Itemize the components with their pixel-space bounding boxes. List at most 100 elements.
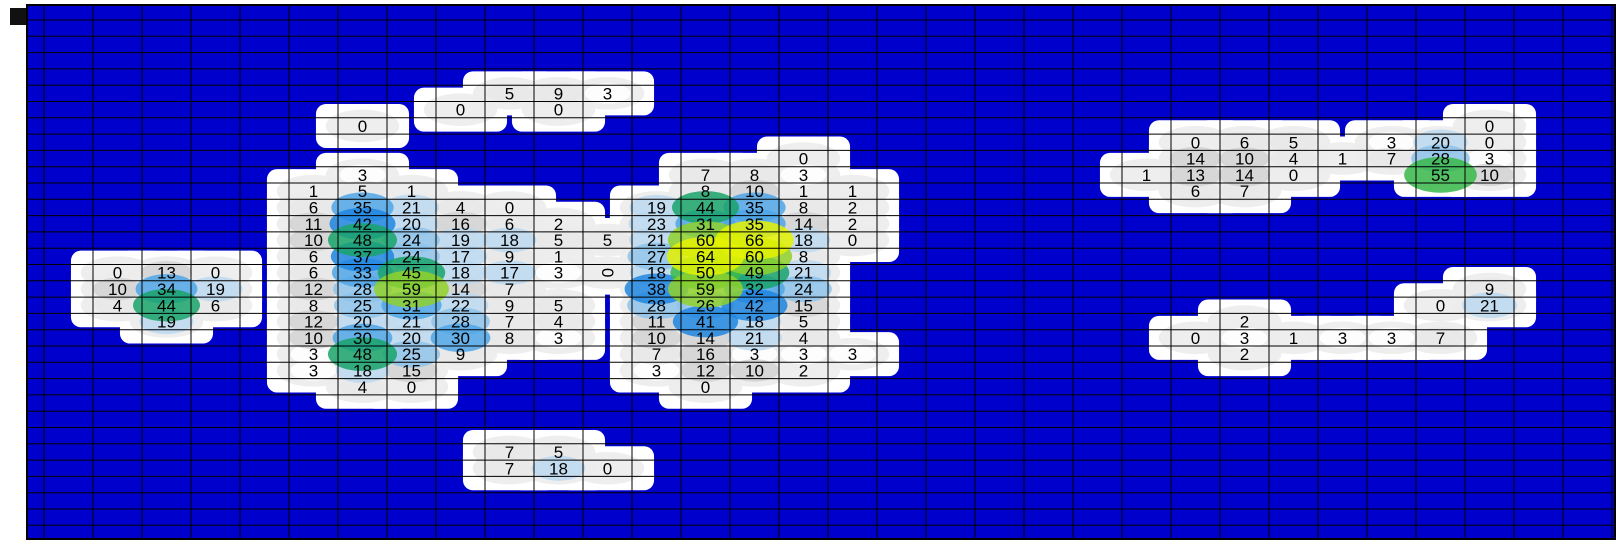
cell-value-label: 3 xyxy=(1485,150,1494,169)
cell-value-label: 5 xyxy=(554,443,563,462)
cell-value-label: 1 xyxy=(1289,329,1298,348)
cell-value-label: 48 xyxy=(353,231,372,250)
cell-value-label: 59 xyxy=(402,280,421,299)
cell-value-label: 28 xyxy=(1431,150,1450,169)
heat-mark xyxy=(485,441,534,463)
cell-value-label: 16 xyxy=(696,345,715,364)
cell-value-label: 3 xyxy=(309,345,318,364)
cell-value-label: 28 xyxy=(647,296,666,315)
cell-value-label: 44 xyxy=(157,296,176,315)
cell-value-label: 60 xyxy=(745,247,764,266)
heat-mark xyxy=(535,229,582,251)
heat-mark xyxy=(1461,292,1518,319)
heat-mark xyxy=(631,326,682,350)
cell-value-label: 32 xyxy=(745,280,764,299)
cell-value-label: 3 xyxy=(848,345,857,364)
corner-marker xyxy=(10,8,27,25)
cell-value-label: 21 xyxy=(402,198,421,217)
cell-value-label: 0 xyxy=(1436,296,1445,315)
heat-mark xyxy=(584,83,631,104)
heat-mark xyxy=(1221,327,1268,349)
heat-mark xyxy=(382,340,441,368)
cell-value-label: 6 xyxy=(505,215,514,234)
cell-value-label: 11 xyxy=(305,215,323,234)
cell-value-label: 12 xyxy=(304,313,323,332)
cell-value-label: 19 xyxy=(647,198,666,217)
cell-value-label: 17 xyxy=(451,247,470,266)
heat-mark xyxy=(485,310,534,333)
cell-value-label: 10 xyxy=(745,182,764,201)
heat-mark xyxy=(1219,147,1270,170)
heat-mark xyxy=(535,294,582,316)
cell-value-label: 10 xyxy=(304,231,323,250)
cell-value-label: 0 xyxy=(799,150,808,169)
heat-mark xyxy=(430,323,491,353)
cell-value-label: 7 xyxy=(505,313,514,332)
cell-value-label: 0 xyxy=(358,117,367,136)
cell-value-label: 0 xyxy=(456,101,465,120)
cell-value-label: 14 xyxy=(794,215,813,234)
cell-value-label: 4 xyxy=(1289,150,1298,169)
cell-value-label: 3 xyxy=(554,329,563,348)
heat-mark xyxy=(289,261,338,284)
cell-value-label: 18 xyxy=(549,459,568,478)
cell-value-label: 44 xyxy=(696,198,715,217)
cell-value-label: 3 xyxy=(799,345,808,364)
cell-value-label: 1 xyxy=(407,182,416,201)
cell-value-label: 2 xyxy=(554,215,563,234)
heat-mark xyxy=(92,277,143,301)
cell-value-label: 5 xyxy=(358,182,367,201)
cell-value-label: 3 xyxy=(750,345,759,364)
cell-value-label: 4 xyxy=(113,296,122,315)
cell-value-label: 8 xyxy=(799,198,808,217)
cell-value-label: 28 xyxy=(353,280,372,299)
cell-value-label: 1 xyxy=(799,182,808,201)
heat-mark xyxy=(780,164,827,186)
cell-value-label: 3 xyxy=(1240,329,1249,348)
cell-value-label: 35 xyxy=(745,198,764,217)
heat-mark xyxy=(288,212,339,236)
heat-mark xyxy=(780,311,827,333)
cell-value-label: 8 xyxy=(750,166,759,185)
cell-value-label: 11 xyxy=(648,313,666,332)
cell-value-label: 5 xyxy=(554,296,563,315)
heat-mark xyxy=(1270,148,1317,169)
heat-mark xyxy=(383,194,440,221)
cell-value-label: 25 xyxy=(402,345,421,364)
cell-value-label: 31 xyxy=(402,296,421,315)
heat-mark xyxy=(780,343,827,365)
cell-value-label: 8 xyxy=(701,182,710,201)
cell-value-label: 42 xyxy=(353,215,372,234)
cell-value-label: 3 xyxy=(652,361,661,380)
cell-value-label: 7 xyxy=(1240,182,1249,201)
heat-mark xyxy=(1169,146,1222,171)
cell-value-label: 50 xyxy=(696,264,715,283)
heat-mark xyxy=(1367,147,1416,170)
cell-value-label: 5 xyxy=(505,84,514,103)
cell-value-label: 10 xyxy=(108,280,127,299)
cell-value-label: 21 xyxy=(794,264,813,283)
heat-mark xyxy=(433,227,488,253)
cell-value-label: 7 xyxy=(1436,329,1445,348)
heat-mark xyxy=(1319,327,1366,349)
cell-value-label: 9 xyxy=(554,84,563,103)
heat-mark xyxy=(374,270,449,308)
heat-mark xyxy=(628,210,685,237)
cell-value-label: 9 xyxy=(456,345,465,364)
cell-value-label: 2 xyxy=(1240,345,1249,364)
heat-mark xyxy=(1218,162,1271,187)
cell-value-label: 1 xyxy=(848,182,857,201)
cell-value-label: 49 xyxy=(745,264,764,283)
cell-value-label: 9 xyxy=(1485,280,1494,299)
cell-value-label: 9 xyxy=(505,296,514,315)
cell-value-label: 10 xyxy=(304,329,323,348)
cell-value-label: 19 xyxy=(451,231,470,250)
heat-mark xyxy=(485,326,534,349)
cell-value-label: 18 xyxy=(794,231,813,250)
heat-mark xyxy=(681,164,730,186)
cell-value-label: 3 xyxy=(603,84,612,103)
heat-mark xyxy=(1270,131,1317,153)
cell-value-label: 41 xyxy=(696,313,715,332)
heat-mark xyxy=(289,196,338,219)
cell-value-label: 0 xyxy=(554,101,563,120)
